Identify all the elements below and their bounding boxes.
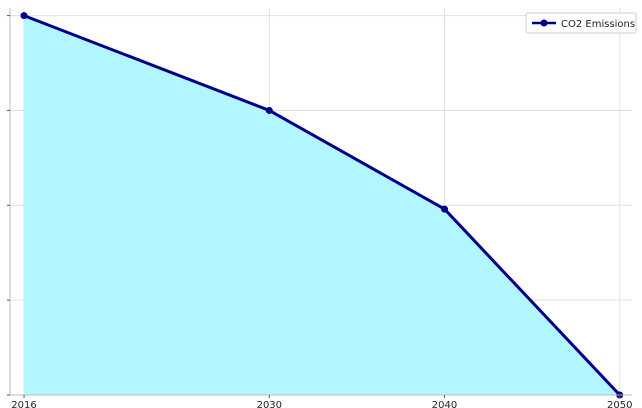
legend-box [525,12,637,34]
x-tick-label-3: 2050 [607,400,632,408]
x-tick-label-1: 2030 [257,400,282,408]
x-axis-ticks: 2016 2030 2040 2050 [11,395,632,408]
legend-marker-swatch [540,19,548,27]
x-tick-label-2: 2040 [432,400,457,408]
axes [9,8,632,396]
y-axis-ticks [7,15,10,396]
legend-label: CO2 Emissions [561,19,635,30]
legend: CO2 Emissions [525,12,637,34]
series-line-co2-emissions [23,14,621,397]
area-fill [24,15,620,396]
data-point-2 [441,205,449,213]
data-point-0 [20,12,28,20]
x-tick-label-0: 2016 [11,400,36,408]
data-point-1 [265,106,273,114]
